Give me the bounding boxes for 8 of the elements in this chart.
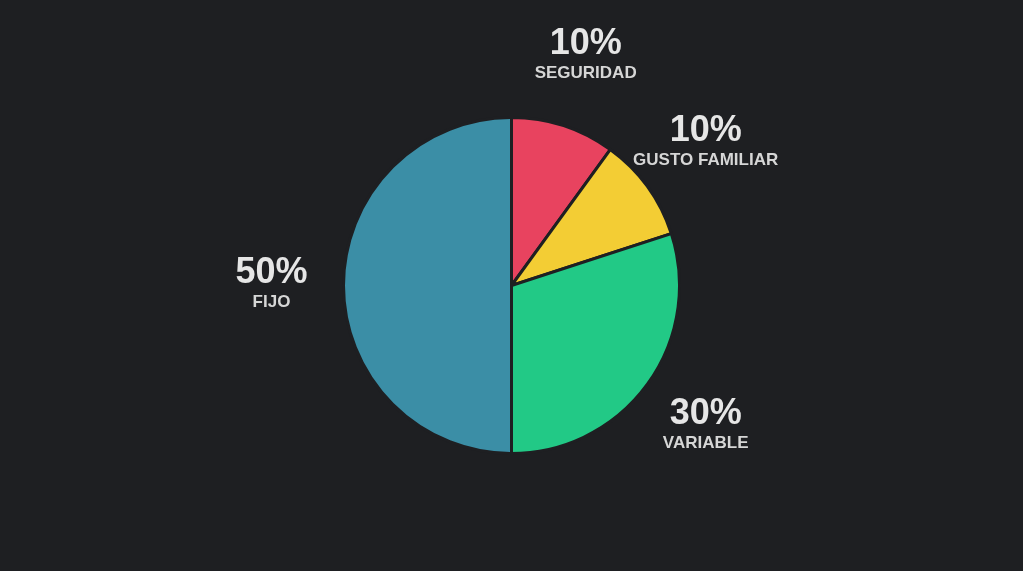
data-label: 30% [669, 390, 742, 432]
slice-label: VARIABLE [662, 432, 749, 452]
data-label: 50% [235, 249, 308, 291]
slice-label: GUSTO FAMILIAR [633, 150, 779, 170]
data-label: 10% [669, 108, 742, 150]
slice-label: FIJO [252, 291, 291, 311]
slice-label: SEGURIDAD [534, 63, 637, 83]
data-label: 10% [549, 21, 622, 63]
